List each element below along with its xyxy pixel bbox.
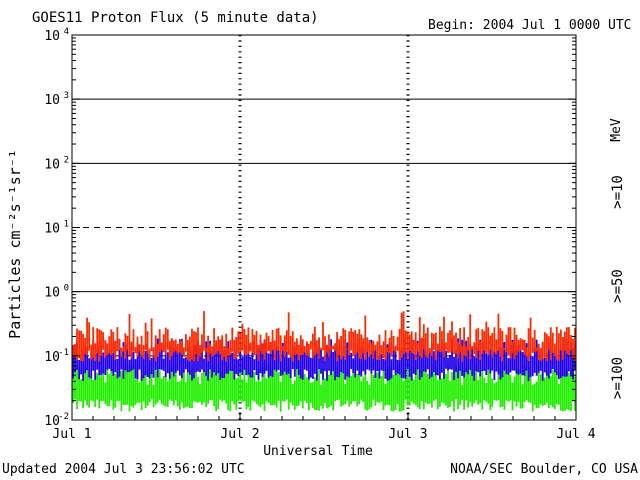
y-axis-label: Particles cm⁻²s⁻¹sr⁻¹ bbox=[6, 149, 24, 339]
series-layer bbox=[72, 311, 576, 412]
begin-date-label: Begin: 2004 Jul 1 0000 UTC bbox=[428, 18, 632, 33]
x-axis: Jul 1 Jul 2 Jul 3 Jul 4 bbox=[52, 412, 596, 442]
threshold-lines bbox=[72, 98, 576, 357]
updated-timestamp: Updated 2004 Jul 3 23:56:02 UTC bbox=[2, 462, 245, 477]
y-tick-label: 10 3 bbox=[44, 91, 69, 108]
x-tick-label: Jul 3 bbox=[388, 427, 427, 442]
y-tick-label: 10-2 bbox=[44, 412, 69, 429]
x-tick-label: Jul 4 bbox=[556, 427, 595, 442]
y-tick-label: 10 1 bbox=[44, 220, 69, 237]
x-tick-label: Jul 1 bbox=[52, 427, 91, 442]
legend-gt50: >=50 bbox=[610, 269, 626, 303]
chart-title: GOES11 Proton Flux (5 minute data) bbox=[32, 10, 319, 26]
y-tick-label: 10 0 bbox=[44, 284, 69, 301]
y-tick-label: 10 4 bbox=[44, 27, 69, 44]
legend-unit: MeV bbox=[609, 118, 624, 142]
x-tick-label: Jul 2 bbox=[220, 427, 259, 442]
legend-gt100: >=100 bbox=[610, 357, 626, 399]
y-tick-label: 10-1 bbox=[44, 348, 69, 365]
legend-gt10: >=10 bbox=[610, 175, 626, 209]
x-axis-label: Universal Time bbox=[263, 444, 373, 459]
source-credit: NOAA/SEC Boulder, CO USA bbox=[450, 462, 638, 477]
series-gt10 bbox=[72, 311, 576, 362]
y-tick-label: 10 2 bbox=[44, 155, 69, 172]
